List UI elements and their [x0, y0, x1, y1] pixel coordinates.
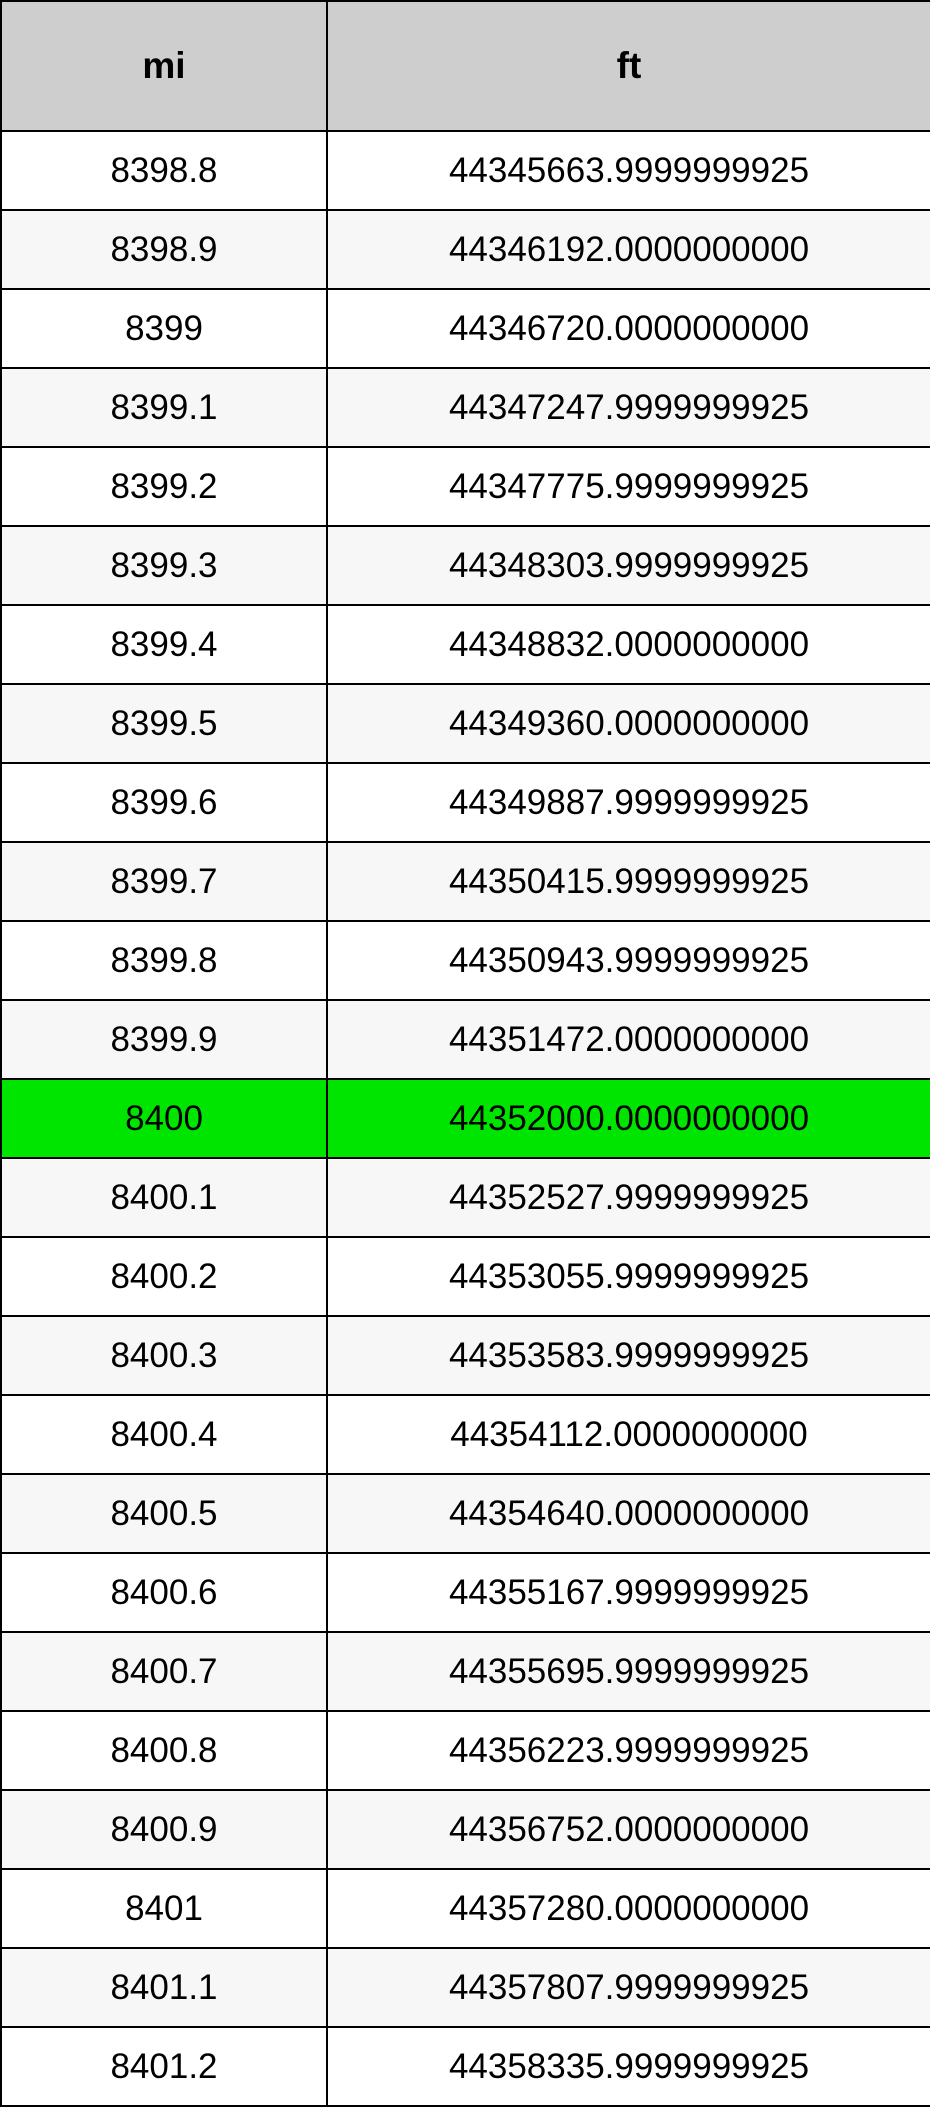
table-row: 8400.344353583.9999999925 [1, 1316, 930, 1395]
cell-ft: 44354640.0000000000 [327, 1474, 930, 1553]
cell-ft: 44347247.9999999925 [327, 368, 930, 447]
cell-ft: 44347775.9999999925 [327, 447, 930, 526]
cell-mi: 8400 [1, 1079, 327, 1158]
table-row: 8399.744350415.9999999925 [1, 842, 930, 921]
cell-ft: 44345663.9999999925 [327, 131, 930, 210]
table-row: 8400.644355167.9999999925 [1, 1553, 930, 1632]
cell-mi: 8400.2 [1, 1237, 327, 1316]
cell-mi: 8400.4 [1, 1395, 327, 1474]
table-body: 8398.844345663.99999999258398.944346192.… [1, 131, 930, 2106]
cell-mi: 8399.1 [1, 368, 327, 447]
cell-mi: 8400.1 [1, 1158, 327, 1237]
cell-ft: 44352000.0000000000 [327, 1079, 930, 1158]
cell-ft: 44349360.0000000000 [327, 684, 930, 763]
cell-mi: 8400.3 [1, 1316, 327, 1395]
table-row: 8401.244358335.9999999925 [1, 2027, 930, 2106]
table-row: 8400.944356752.0000000000 [1, 1790, 930, 1869]
table-row: 8399.144347247.9999999925 [1, 368, 930, 447]
cell-ft: 44349887.9999999925 [327, 763, 930, 842]
table-row: 8399.344348303.9999999925 [1, 526, 930, 605]
cell-mi: 8398.9 [1, 210, 327, 289]
cell-ft: 44353055.9999999925 [327, 1237, 930, 1316]
table-row: 8399.244347775.9999999925 [1, 447, 930, 526]
cell-ft: 44350415.9999999925 [327, 842, 930, 921]
cell-mi: 8401.2 [1, 2027, 327, 2106]
header-ft: ft [327, 1, 930, 131]
cell-ft: 44354112.0000000000 [327, 1395, 930, 1474]
table-row: 840044352000.0000000000 [1, 1079, 930, 1158]
cell-mi: 8400.5 [1, 1474, 327, 1553]
cell-ft: 44356752.0000000000 [327, 1790, 930, 1869]
cell-mi: 8399.3 [1, 526, 327, 605]
table-row: 8400.744355695.9999999925 [1, 1632, 930, 1711]
table-row: 8399.544349360.0000000000 [1, 684, 930, 763]
cell-ft: 44350943.9999999925 [327, 921, 930, 1000]
cell-mi: 8401.1 [1, 1948, 327, 2027]
table-row: 8399.844350943.9999999925 [1, 921, 930, 1000]
cell-ft: 44351472.0000000000 [327, 1000, 930, 1079]
table-row: 8398.944346192.0000000000 [1, 210, 930, 289]
table-row: 8398.844345663.9999999925 [1, 131, 930, 210]
cell-ft: 44357807.9999999925 [327, 1948, 930, 2027]
table-row: 8400.844356223.9999999925 [1, 1711, 930, 1790]
cell-mi: 8398.8 [1, 131, 327, 210]
header-mi: mi [1, 1, 327, 131]
table-row: 8400.544354640.0000000000 [1, 1474, 930, 1553]
table-row: 839944346720.0000000000 [1, 289, 930, 368]
cell-ft: 44353583.9999999925 [327, 1316, 930, 1395]
cell-mi: 8400.7 [1, 1632, 327, 1711]
table-row: 8400.244353055.9999999925 [1, 1237, 930, 1316]
table-row: 840144357280.0000000000 [1, 1869, 930, 1948]
table-row: 8399.444348832.0000000000 [1, 605, 930, 684]
table-header: mi ft [1, 1, 930, 131]
cell-ft: 44346720.0000000000 [327, 289, 930, 368]
cell-mi: 8400.6 [1, 1553, 327, 1632]
cell-mi: 8399.5 [1, 684, 327, 763]
table-row: 8399.944351472.0000000000 [1, 1000, 930, 1079]
cell-ft: 44348832.0000000000 [327, 605, 930, 684]
conversion-table: mi ft 8398.844345663.99999999258398.9443… [0, 0, 930, 2107]
cell-mi: 8399.2 [1, 447, 327, 526]
cell-mi: 8399.6 [1, 763, 327, 842]
cell-mi: 8399.9 [1, 1000, 327, 1079]
cell-ft: 44355695.9999999925 [327, 1632, 930, 1711]
cell-mi: 8399 [1, 289, 327, 368]
cell-ft: 44358335.9999999925 [327, 2027, 930, 2106]
cell-mi: 8401 [1, 1869, 327, 1948]
cell-ft: 44352527.9999999925 [327, 1158, 930, 1237]
cell-ft: 44348303.9999999925 [327, 526, 930, 605]
table-row: 8400.444354112.0000000000 [1, 1395, 930, 1474]
cell-mi: 8399.7 [1, 842, 327, 921]
cell-ft: 44357280.0000000000 [327, 1869, 930, 1948]
table-row: 8400.144352527.9999999925 [1, 1158, 930, 1237]
cell-ft: 44346192.0000000000 [327, 210, 930, 289]
cell-mi: 8400.9 [1, 1790, 327, 1869]
header-row: mi ft [1, 1, 930, 131]
cell-mi: 8399.8 [1, 921, 327, 1000]
table-row: 8401.144357807.9999999925 [1, 1948, 930, 2027]
table-row: 8399.644349887.9999999925 [1, 763, 930, 842]
cell-mi: 8399.4 [1, 605, 327, 684]
cell-ft: 44355167.9999999925 [327, 1553, 930, 1632]
cell-ft: 44356223.9999999925 [327, 1711, 930, 1790]
cell-mi: 8400.8 [1, 1711, 327, 1790]
